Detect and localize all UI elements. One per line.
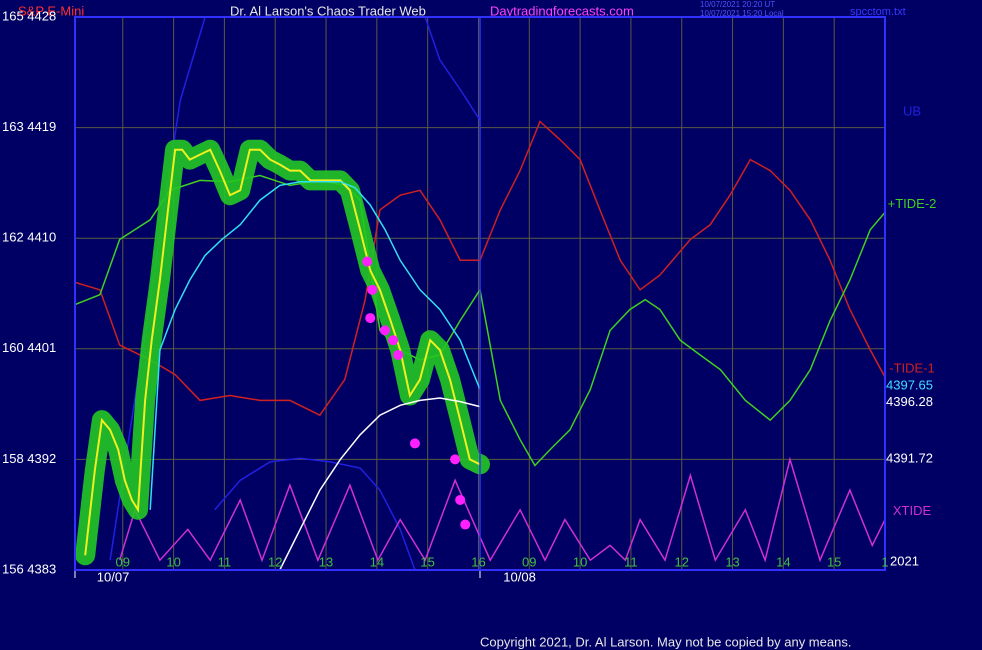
dot	[460, 519, 471, 530]
year-label: 2021	[890, 553, 919, 568]
x-tick-label: 15	[827, 554, 841, 569]
dot	[362, 256, 373, 267]
chart-title: Dr. Al Larson's Chaos Trader Web	[230, 3, 426, 18]
x-tick-label: 1	[881, 554, 888, 569]
file-name: spcctom.txt	[850, 6, 906, 18]
dot	[393, 349, 404, 360]
x-tick-label: 13	[725, 554, 739, 569]
series-line	[118, 456, 885, 563]
x-tick-label: 12	[675, 554, 689, 569]
day-label: 10/08	[503, 569, 536, 584]
last-value-label: 4397.65	[886, 377, 933, 392]
series-line	[84, 148, 481, 556]
copyright: Copyright 2021, Dr. Al Larson. May not b…	[480, 634, 851, 649]
x-tick-label: 14	[370, 554, 384, 569]
plot-area	[75, 17, 885, 570]
timestamp: 10/07/2021 15:20 Local	[700, 9, 784, 18]
x-tick-label: 11	[218, 554, 232, 569]
series-line	[75, 120, 885, 417]
day-label: 10/07	[97, 569, 130, 584]
y-tick-label: 160 4401	[2, 340, 56, 355]
series-label: -TIDE-1	[889, 361, 935, 376]
y-tick-label: 158 4392	[2, 451, 56, 466]
timestamp: 10/07/2021 20:20 UT	[700, 0, 775, 9]
x-tick-label: 11	[624, 554, 638, 569]
series-line	[279, 397, 481, 570]
last-value-label: 4391.72	[886, 450, 933, 465]
x-tick-label: 12	[268, 554, 282, 569]
dot	[367, 284, 378, 295]
dot	[409, 438, 420, 449]
dot	[388, 335, 399, 346]
website: Daytradingforecasts.com	[490, 3, 634, 18]
dot	[450, 454, 461, 465]
x-tick-label: 09	[522, 554, 536, 569]
x-tick-label: 14	[776, 554, 790, 569]
y-tick-label: 162 4410	[2, 230, 56, 245]
dot	[365, 313, 376, 324]
series-line	[214, 457, 416, 570]
series-label: XTIDE	[893, 503, 932, 518]
y-tick-label: 165 4428	[2, 8, 56, 23]
x-tick-label: 10	[573, 554, 587, 569]
instrument: S&P E-Mini	[18, 3, 84, 18]
series-label: +TIDE-2	[888, 196, 937, 211]
series-label: UB	[903, 104, 921, 119]
x-tick-label: 09	[116, 554, 130, 569]
x-tick-label: 13	[319, 554, 333, 569]
x-tick-label: 15	[420, 554, 434, 569]
x-tick-label: 10	[166, 554, 180, 569]
dot	[455, 494, 466, 505]
y-tick-label: 163 4419	[2, 119, 56, 134]
last-value-label: 4396.28	[886, 394, 933, 409]
series-line	[149, 180, 481, 510]
plot-border	[74, 16, 886, 571]
x-tick-label: 16	[471, 554, 485, 569]
y-tick-label: 156 4383	[2, 561, 56, 576]
dot	[379, 325, 390, 336]
